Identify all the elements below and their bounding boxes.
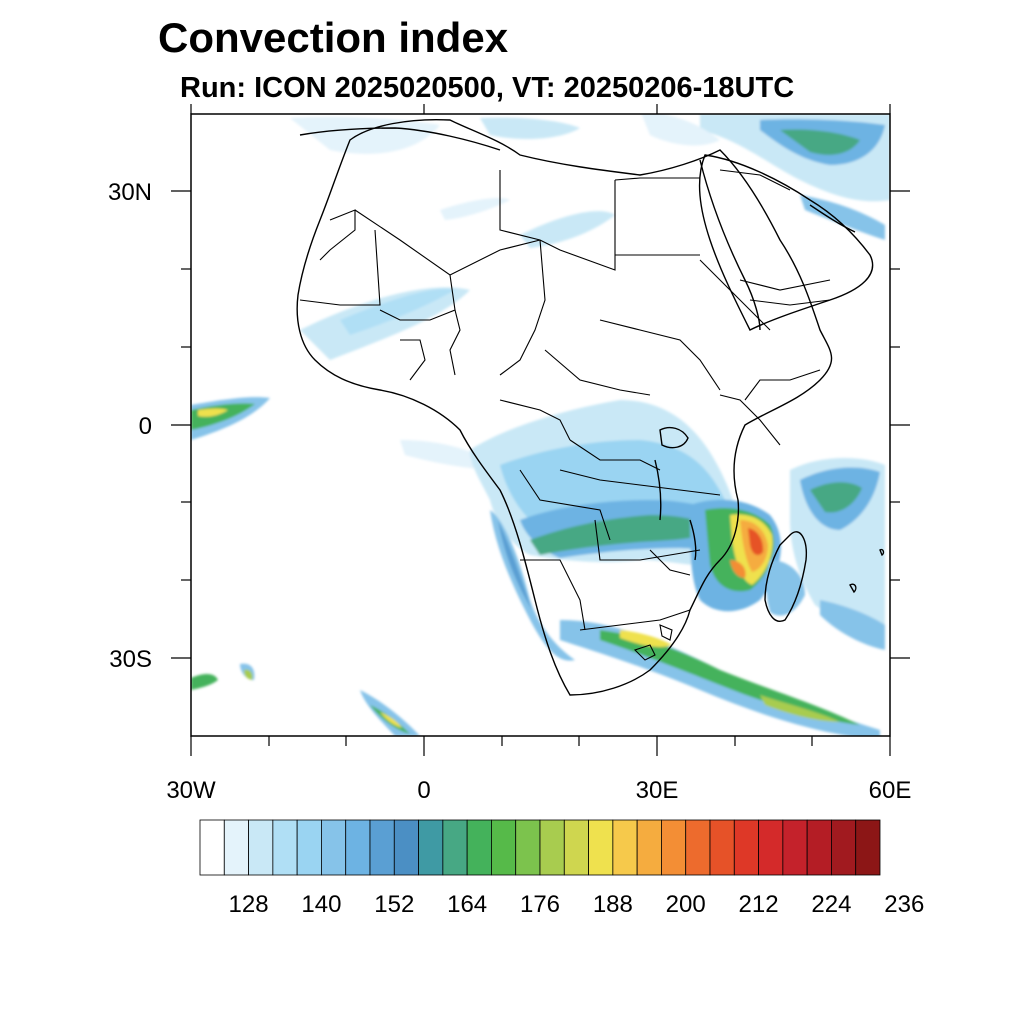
map-title: Convection index (158, 14, 509, 61)
colorbar-swatch (855, 819, 881, 876)
x-tick-label-30w: 30W (166, 777, 216, 804)
colorbar-label: 164 (447, 891, 487, 918)
colorbar-label: 152 (374, 891, 414, 918)
colorbar-swatch (393, 819, 419, 876)
colorbar-swatch (661, 819, 687, 876)
colorbar-swatch (199, 819, 225, 876)
colorbar-label: 224 (811, 891, 851, 918)
colorbar-swatch (272, 819, 298, 876)
colorbar-label: 128 (229, 891, 269, 918)
colorbar-label: 236 (884, 891, 924, 918)
colorbar-swatch (782, 819, 808, 876)
colorbar (199, 819, 881, 876)
map-area (191, 114, 890, 736)
colorbar-label: 212 (739, 891, 779, 918)
colorbar-swatch (733, 819, 759, 876)
colorbar-swatch (758, 819, 784, 876)
colorbar-label: 140 (301, 891, 341, 918)
colorbar-swatch (685, 819, 711, 876)
colorbar-swatch (369, 819, 395, 876)
coastlines (296, 118, 885, 696)
axis-ticks (171, 104, 910, 756)
colorbar-swatch (806, 819, 832, 876)
colorbar-swatch (296, 819, 322, 876)
colorbar-swatch (636, 819, 662, 876)
colorbar-swatch (345, 819, 371, 876)
colorbar-swatch (442, 819, 468, 876)
y-tick-label-0: 0 (139, 413, 152, 440)
x-tick-label-60e: 60E (869, 777, 912, 804)
convection-field (191, 114, 890, 736)
colorbar-swatch (612, 819, 638, 876)
colorbar-swatch (539, 819, 565, 876)
colorbar-label: 176 (520, 891, 560, 918)
colorbar-swatch (491, 819, 517, 876)
map-subtitle: Run: ICON 2025020500, VT: 20250206-18UTC (180, 72, 795, 104)
colorbar-swatch (321, 819, 347, 876)
x-tick-label-30e: 30E (636, 777, 679, 804)
y-tick-label-30n: 30N (108, 179, 152, 206)
colorbar-swatch (466, 819, 492, 876)
country-borders (299, 169, 831, 661)
colorbar-label: 188 (593, 891, 633, 918)
colorbar-swatch (223, 819, 249, 876)
y-tick-label-30s: 30S (109, 646, 152, 673)
colorbar-swatch (248, 819, 274, 876)
colorbar-swatch (588, 819, 614, 876)
colorbar-label: 200 (666, 891, 706, 918)
colorbar-labels: 128 140 152 164 176 188 200 212 224 236 (229, 891, 925, 918)
x-tick-label-0: 0 (417, 777, 430, 804)
colorbar-swatch (515, 819, 541, 876)
colorbar-swatch (709, 819, 735, 876)
colorbar-swatch (418, 819, 444, 876)
colorbar-swatch (563, 819, 589, 876)
colorbar-swatch (831, 819, 857, 876)
